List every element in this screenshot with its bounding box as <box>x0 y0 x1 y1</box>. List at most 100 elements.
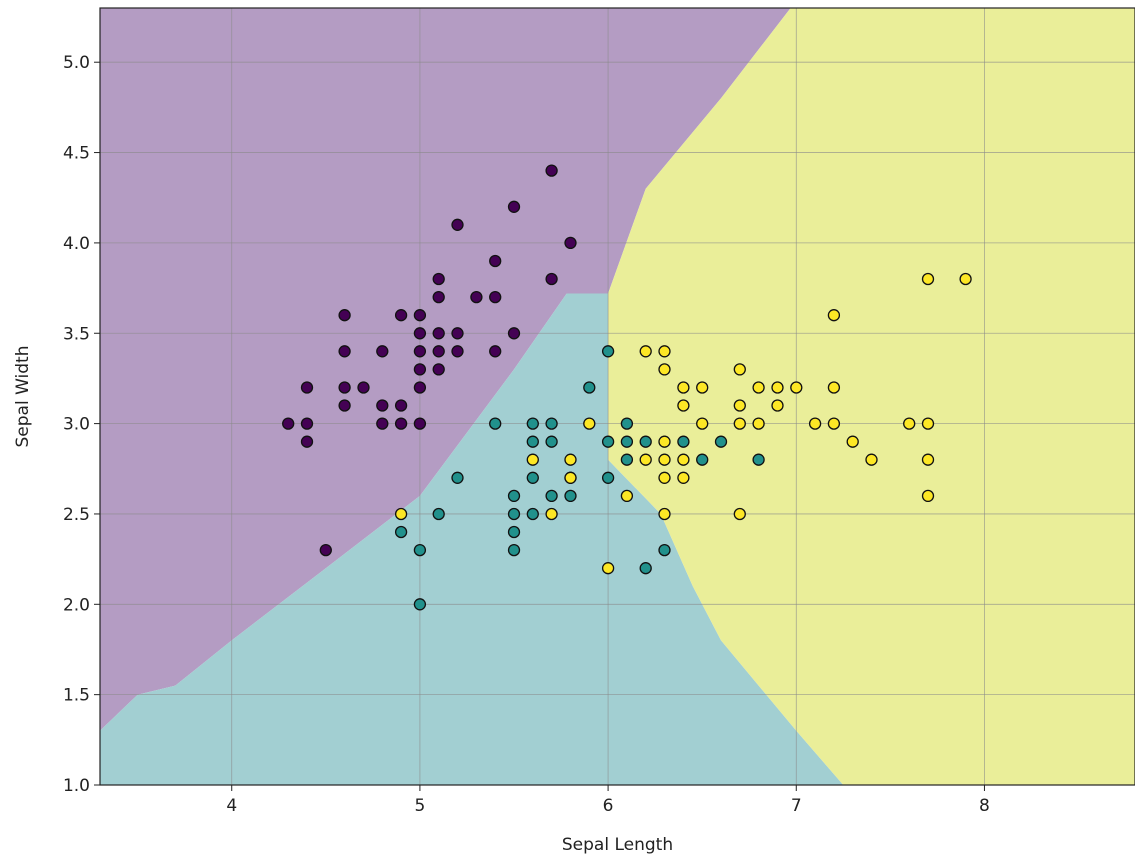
data-point-class-2 <box>921 417 935 430</box>
data-point-class-0 <box>432 327 445 340</box>
data-point-class-1 <box>432 507 445 521</box>
data-point-class-2 <box>583 417 596 430</box>
data-point-class-1 <box>526 507 539 521</box>
data-point-class-0 <box>300 417 314 430</box>
data-point-class-2 <box>658 453 671 466</box>
data-point-class-0 <box>376 417 389 430</box>
data-point-class-0 <box>338 399 351 412</box>
data-point-class-0 <box>319 543 332 557</box>
data-point-class-0 <box>413 381 427 394</box>
data-point-class-2 <box>733 417 746 430</box>
data-point-class-0 <box>338 309 351 322</box>
data-point-class-0 <box>413 417 427 430</box>
data-point-class-1 <box>413 598 427 611</box>
data-point-class-1 <box>639 435 652 448</box>
data-point-class-2 <box>790 381 803 394</box>
data-point-class-2 <box>959 272 972 286</box>
data-point-class-0 <box>545 164 558 177</box>
data-point-class-1 <box>696 453 709 466</box>
data-point-class-2 <box>564 453 577 466</box>
data-point-class-1 <box>620 435 634 448</box>
data-point-class-2 <box>846 435 859 448</box>
data-point-class-2 <box>752 381 765 394</box>
data-point-class-2 <box>752 417 765 430</box>
data-point-class-1 <box>507 489 521 503</box>
data-point-class-2 <box>639 453 652 466</box>
region-class-1 <box>100 293 844 785</box>
data-point-class-0 <box>413 309 427 322</box>
y-tick-label: 2.5 <box>63 505 90 525</box>
data-point-class-2 <box>601 562 615 575</box>
data-point-class-1 <box>564 489 577 503</box>
data-point-class-1 <box>601 471 615 484</box>
data-point-class-0 <box>394 399 408 412</box>
data-point-class-0 <box>489 345 502 358</box>
data-point-class-2 <box>921 272 935 286</box>
y-tick-label: 5.0 <box>63 53 90 73</box>
data-point-class-1 <box>507 525 521 539</box>
data-point-class-2 <box>827 381 841 394</box>
data-point-class-2 <box>526 453 539 466</box>
data-point-class-2 <box>733 399 746 412</box>
data-point-class-2 <box>658 507 671 521</box>
data-point-class-1 <box>752 453 765 466</box>
data-point-class-0 <box>451 218 464 231</box>
data-point-class-2 <box>733 507 746 521</box>
y-axis-label: Sepal Width <box>13 346 33 448</box>
data-point-class-0 <box>432 290 445 304</box>
data-point-class-2 <box>903 417 916 430</box>
data-point-class-1 <box>413 543 427 557</box>
data-point-class-0 <box>451 327 464 340</box>
y-tick-label: 3.0 <box>63 415 90 435</box>
grid-lines <box>100 8 1135 786</box>
data-point-class-1 <box>601 345 615 358</box>
data-point-class-1 <box>639 562 652 575</box>
data-point-class-2 <box>827 309 841 322</box>
data-point-class-1 <box>545 417 558 430</box>
data-point-class-1 <box>601 435 615 448</box>
data-point-class-0 <box>545 272 558 286</box>
data-point-class-0 <box>300 435 314 448</box>
data-point-class-2 <box>696 381 709 394</box>
data-point-class-2 <box>696 417 709 430</box>
y-tick-label: 2.0 <box>63 595 90 615</box>
data-point-class-1 <box>583 381 596 394</box>
data-point-class-2 <box>564 471 577 484</box>
data-point-class-0 <box>432 272 445 286</box>
data-point-class-0 <box>357 381 370 394</box>
data-point-class-0 <box>489 290 502 304</box>
x-tick-label: 4 <box>226 796 237 816</box>
data-point-class-0 <box>413 327 427 340</box>
data-point-class-2 <box>677 471 690 484</box>
x-axis-ticks: 4 5 6 7 8 <box>226 785 990 816</box>
data-point-class-1 <box>394 525 408 539</box>
data-point-class-0 <box>432 363 445 376</box>
data-point-class-0 <box>376 345 389 358</box>
data-point-class-0 <box>432 345 445 358</box>
data-point-class-2 <box>827 417 841 430</box>
decision-regions <box>100 8 1135 785</box>
data-point-class-0 <box>394 309 408 322</box>
region-class-2 <box>608 8 1135 785</box>
data-point-class-1 <box>507 507 521 521</box>
data-point-class-1 <box>620 453 634 466</box>
x-tick-label: 7 <box>791 796 802 816</box>
data-point-class-1 <box>677 435 690 448</box>
data-point-class-0 <box>338 345 351 358</box>
data-point-class-2 <box>677 399 690 412</box>
data-point-class-0 <box>507 200 521 213</box>
data-point-class-2 <box>658 435 671 448</box>
data-point-class-2 <box>639 345 652 358</box>
data-point-class-0 <box>451 345 464 358</box>
data-point-class-1 <box>507 543 521 557</box>
data-point-class-1 <box>489 417 502 430</box>
data-point-class-0 <box>338 381 351 394</box>
y-tick-label: 1.5 <box>63 686 90 706</box>
data-point-class-1 <box>658 543 671 557</box>
data-point-class-2 <box>658 471 671 484</box>
data-point-class-2 <box>394 507 408 521</box>
data-points <box>282 164 972 611</box>
x-tick-label: 6 <box>603 796 614 816</box>
data-point-class-2 <box>733 363 746 376</box>
